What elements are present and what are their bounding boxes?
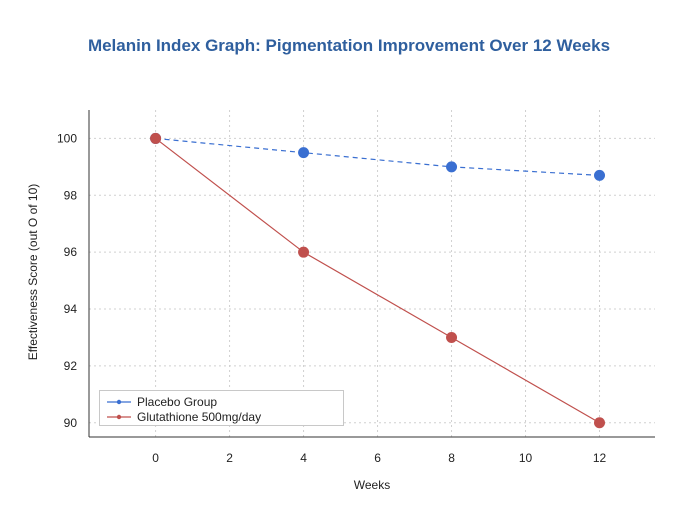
series-line-1 [155, 137, 600, 424]
x-tick-label: 4 [300, 451, 307, 465]
series-1-point [594, 417, 606, 429]
grid-lines [89, 110, 655, 437]
x-tick-label: 6 [374, 451, 381, 465]
axes [88, 110, 655, 438]
y-tick-label: 100 [57, 131, 77, 145]
series-0-point [298, 147, 310, 159]
y-tick-label: 92 [64, 359, 78, 373]
legend: Placebo Group Glutathione 500mg/day [99, 390, 344, 426]
series-0-point [594, 169, 606, 181]
x-tick-label: 8 [448, 451, 455, 465]
legend-swatch-placebo [107, 399, 131, 404]
legend-label-placebo: Placebo Group [137, 394, 218, 409]
tick-labels: 0 2 4 6 8 10 12 90 92 94 96 98 100 [57, 131, 607, 465]
series-0-point [446, 161, 458, 173]
y-tick-label: 94 [64, 302, 78, 316]
chart-title: Melanin Index Graph: Pigmentation Improv… [87, 36, 611, 55]
y-axis-label: Effectiveness Score (out O of 10) [26, 184, 40, 361]
x-tick-label: 2 [226, 451, 233, 465]
y-tick-label: 96 [64, 245, 78, 259]
legend-item-placebo: Placebo Group [106, 394, 337, 409]
legend-swatch-glutathione [107, 414, 131, 419]
series-1-point [150, 132, 162, 144]
legend-item-glutathione: Glutathione 500mg/day [106, 409, 337, 424]
series-1-point [446, 331, 458, 343]
x-tick-label: 12 [593, 451, 607, 465]
legend-label-glutathione: Glutathione 500mg/day [137, 409, 262, 424]
series-line-0 [155, 137, 600, 176]
y-tick-label: 90 [64, 416, 78, 430]
x-tick-label: 10 [519, 451, 533, 465]
series-1-point [298, 246, 310, 258]
x-tick-label: 0 [152, 451, 159, 465]
series-group [150, 132, 606, 429]
y-tick-label: 98 [64, 188, 78, 202]
x-axis-label: Weeks [354, 478, 390, 492]
